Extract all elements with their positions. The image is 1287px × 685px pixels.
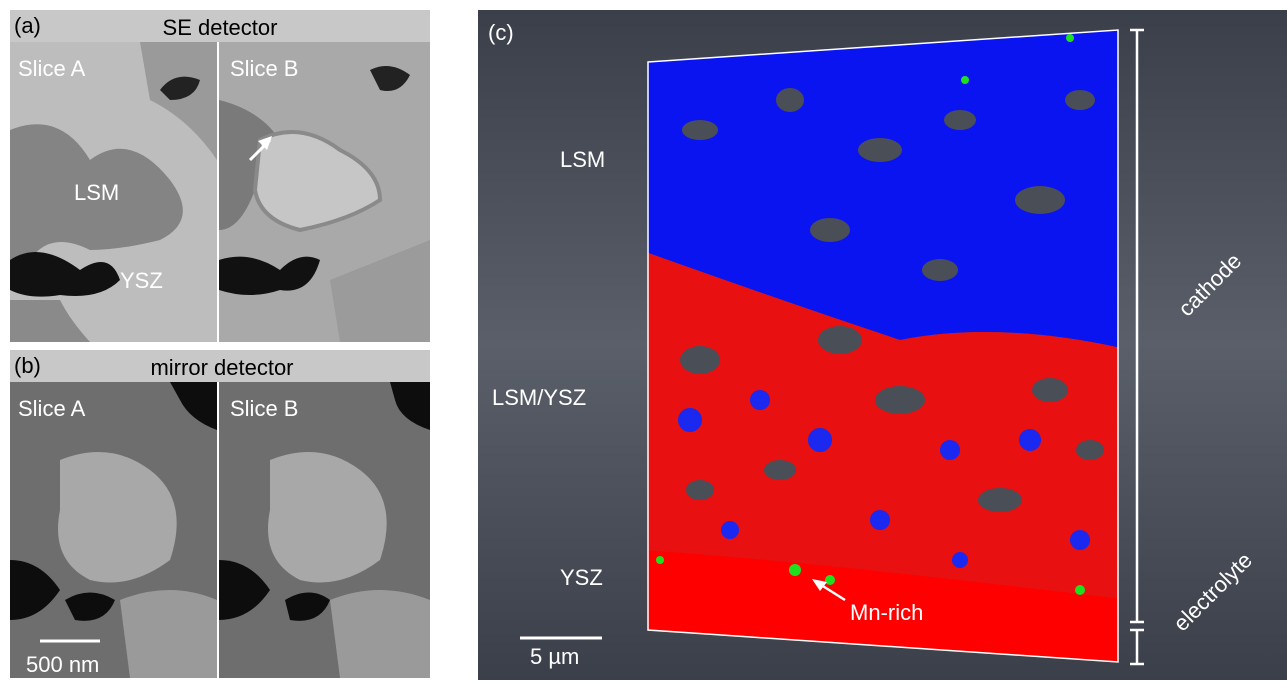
scale-bar-label: 5 µm — [530, 644, 579, 669]
image-slice-b — [219, 382, 430, 678]
phase-label: YSZ — [120, 268, 163, 293]
slice-label: Slice B — [230, 396, 298, 421]
slice-label: Slice B — [230, 56, 298, 81]
slice-label: Slice A — [18, 396, 86, 421]
phase-label: LSM — [74, 180, 119, 205]
panel-label: (c) — [488, 20, 514, 45]
3d-reconstruction — [640, 20, 1130, 670]
scale-bar-label: 500 nm — [26, 652, 99, 677]
image-slice-b — [219, 42, 430, 342]
panel-title: SE detector — [163, 15, 278, 40]
panel-a: (a) SE detector Slice A Slice B LSM YSZ — [10, 10, 430, 342]
layer-label: LSM/YSZ — [492, 385, 586, 410]
panel-label: (a) — [14, 13, 41, 38]
panel-title: mirror detector — [150, 355, 293, 380]
panel-c: (c) — [478, 10, 1287, 680]
panel-b: (b) mirror detector Slice A Slice B 500 … — [10, 350, 430, 678]
slice-label: Slice A — [18, 56, 86, 81]
annotation: Mn-rich — [850, 600, 923, 625]
layer-label: LSM — [560, 147, 605, 172]
figure: (a) SE detector Slice A Slice B LSM YSZ … — [0, 0, 1287, 680]
layer-label: YSZ — [560, 565, 603, 590]
image-slice-a — [10, 382, 217, 678]
page: (a) SE detector Slice A Slice B LSM YSZ … — [0, 0, 1287, 685]
panel-label: (b) — [14, 353, 41, 378]
